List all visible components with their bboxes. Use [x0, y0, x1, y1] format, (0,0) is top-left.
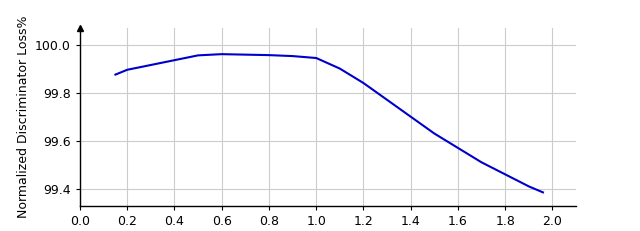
- Y-axis label: Normalized Discriminator Loss%: Normalized Discriminator Loss%: [17, 15, 29, 218]
